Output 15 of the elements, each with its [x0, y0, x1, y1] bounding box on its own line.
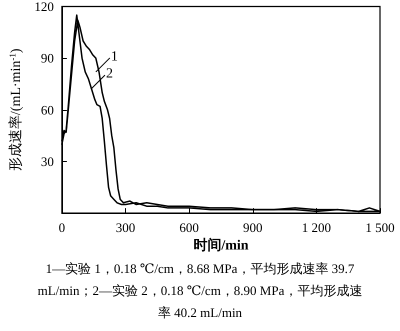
annotation: 2: [106, 66, 113, 82]
x-tick-label: 1 200: [302, 220, 332, 236]
x-tick-label: 900: [243, 220, 263, 236]
y-axis-title: 形成速率/(mL·min-1): [8, 48, 24, 172]
annotation: 1: [110, 49, 118, 64]
y-tick-label: 90: [40, 50, 54, 66]
x-tick-label: 1 500: [365, 220, 395, 236]
y-tick-label: 120: [34, 0, 54, 14]
text: 1—实验 1，0.18 ℃/cm，8.68 MPa，平均形成速率 39.7 mL/min；2—实验 2，0.18 ℃/cm，8.90 MPa，平均形成速率 40.2 mL/min: [36, 260, 364, 322]
y-tick-label: 60: [40, 102, 54, 118]
x-tick-label: 300: [116, 220, 136, 236]
x-tick-label: 600: [179, 220, 199, 236]
y-tick-label: 30: [40, 154, 54, 169]
x-tick-label: 0: [58, 220, 66, 236]
x-axis-title: 时间/min: [193, 238, 249, 254]
